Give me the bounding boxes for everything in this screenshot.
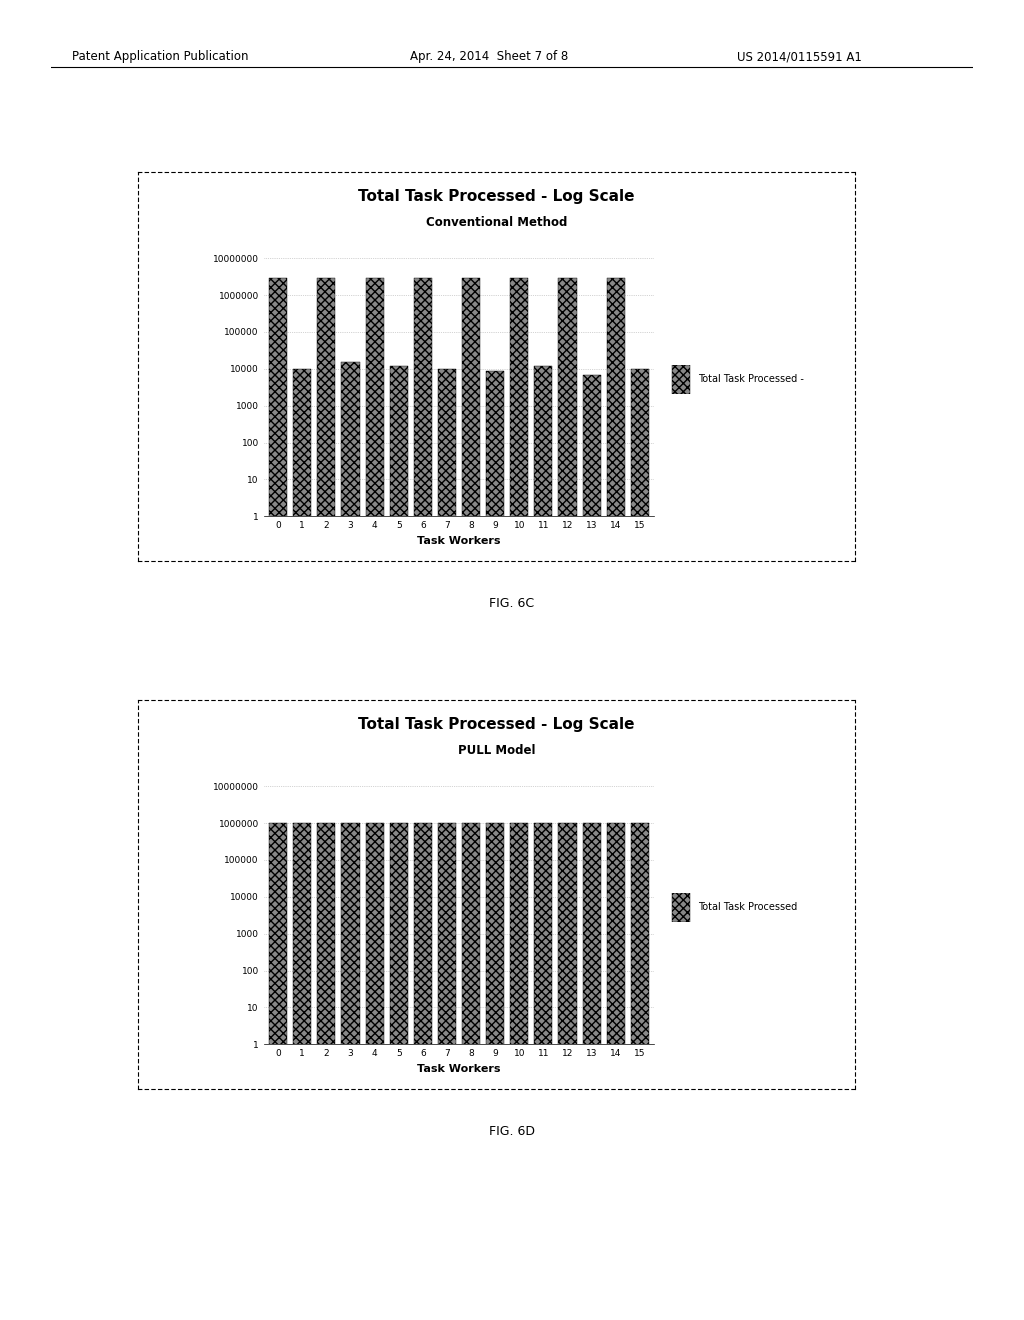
Bar — [672, 892, 690, 921]
Text: US 2014/0115591 A1: US 2014/0115591 A1 — [737, 50, 862, 63]
Text: Patent Application Publication: Patent Application Publication — [72, 50, 248, 63]
Text: PULL Model: PULL Model — [458, 744, 536, 758]
Bar — [510, 824, 528, 1320]
Bar — [414, 277, 432, 1320]
Bar — [293, 824, 311, 1320]
Bar — [317, 824, 336, 1320]
Bar — [510, 277, 528, 1320]
Bar — [535, 824, 553, 1320]
Text: Total Task Processed - Log Scale: Total Task Processed - Log Scale — [358, 717, 635, 733]
Text: Conventional Method: Conventional Method — [426, 216, 567, 230]
X-axis label: Task Workers: Task Workers — [417, 1064, 501, 1073]
Bar — [583, 375, 601, 1320]
X-axis label: Task Workers: Task Workers — [417, 536, 501, 545]
Bar — [486, 371, 504, 1320]
Bar — [606, 824, 625, 1320]
Bar — [583, 824, 601, 1320]
Bar — [269, 824, 287, 1320]
Bar — [366, 824, 384, 1320]
Bar — [631, 368, 649, 1320]
Bar — [390, 824, 408, 1320]
Bar — [341, 824, 359, 1320]
Bar — [366, 277, 384, 1320]
Bar — [486, 824, 504, 1320]
Text: Total Task Processed: Total Task Processed — [698, 902, 798, 912]
Text: Apr. 24, 2014  Sheet 7 of 8: Apr. 24, 2014 Sheet 7 of 8 — [410, 50, 568, 63]
Bar — [317, 277, 336, 1320]
Text: Total Task Processed -: Total Task Processed - — [698, 374, 804, 384]
Bar — [293, 368, 311, 1320]
Bar — [606, 277, 625, 1320]
Bar — [390, 366, 408, 1320]
Bar — [438, 824, 456, 1320]
Bar — [414, 824, 432, 1320]
Bar — [438, 368, 456, 1320]
Text: FIG. 6D: FIG. 6D — [489, 1125, 535, 1138]
Bar — [558, 824, 577, 1320]
Bar — [269, 277, 287, 1320]
Bar — [341, 363, 359, 1320]
Text: FIG. 6C: FIG. 6C — [489, 597, 535, 610]
Bar — [462, 277, 480, 1320]
Bar — [672, 364, 690, 393]
Bar — [462, 824, 480, 1320]
Bar — [558, 277, 577, 1320]
Bar — [535, 366, 553, 1320]
Bar — [631, 824, 649, 1320]
Text: Total Task Processed - Log Scale: Total Task Processed - Log Scale — [358, 189, 635, 205]
